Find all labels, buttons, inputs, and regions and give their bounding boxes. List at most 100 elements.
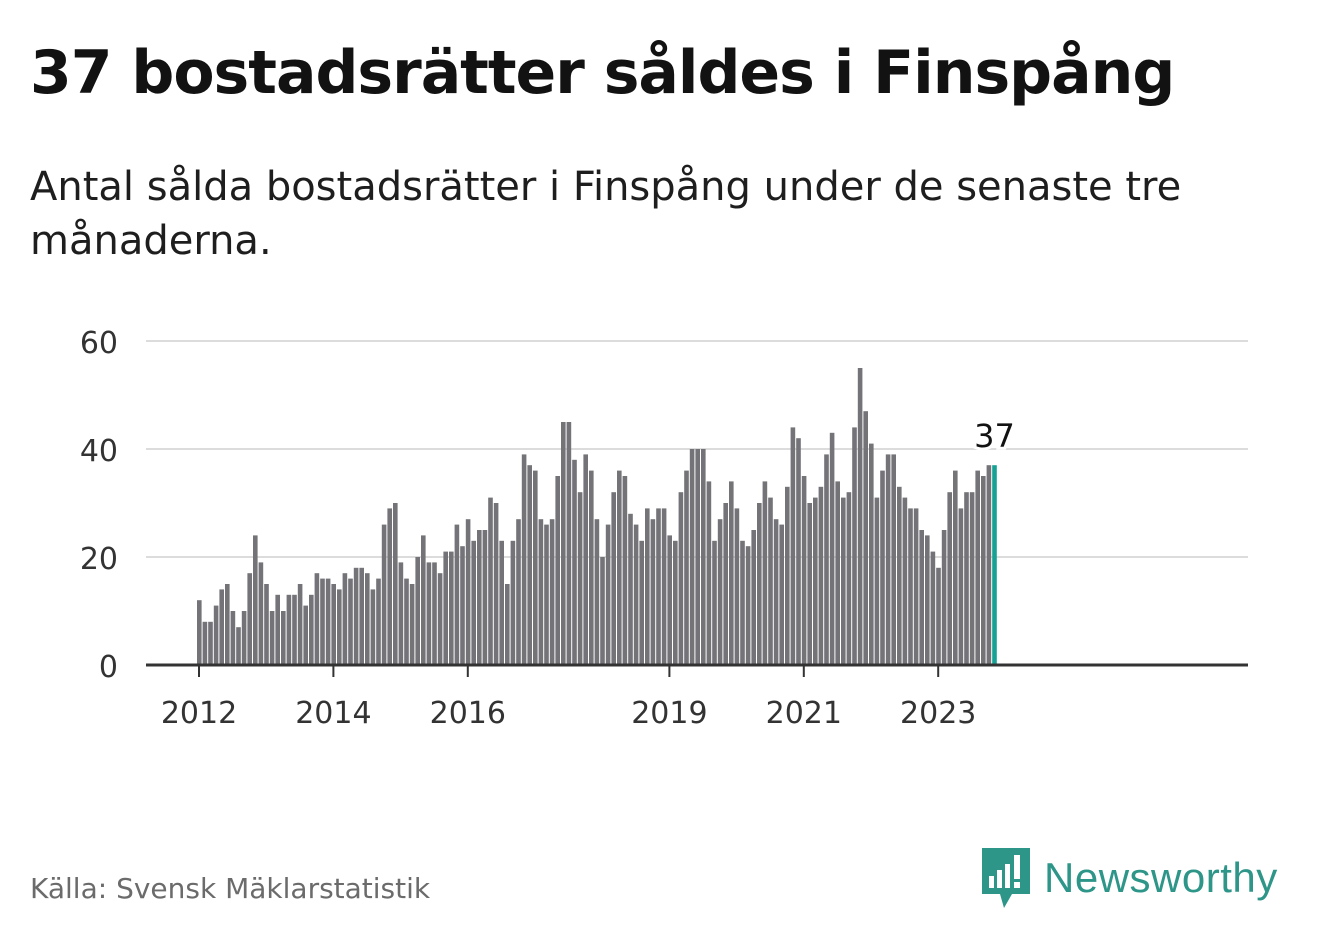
bar bbox=[729, 481, 734, 665]
bar bbox=[891, 454, 896, 665]
bar bbox=[348, 578, 353, 665]
bar bbox=[745, 546, 751, 665]
source-note: Källa: Svensk Mäklarstatistik bbox=[30, 872, 431, 905]
bar bbox=[628, 513, 633, 665]
bar bbox=[331, 584, 336, 665]
bar-chart: 0 20 40 60 2012 2014 2016 2019 2021 2023 37 bbox=[80, 326, 1248, 731]
y-tick-label: 20 bbox=[80, 542, 118, 577]
bar bbox=[673, 540, 678, 665]
bar bbox=[757, 503, 762, 665]
bar bbox=[477, 530, 482, 665]
bar bbox=[824, 454, 829, 665]
bar bbox=[835, 481, 840, 665]
bar bbox=[684, 470, 689, 665]
bar bbox=[337, 589, 342, 665]
bar bbox=[605, 524, 611, 665]
bar bbox=[281, 611, 286, 665]
bar bbox=[941, 530, 947, 665]
bar bbox=[320, 578, 325, 665]
bar bbox=[258, 562, 264, 665]
bar bbox=[465, 519, 471, 665]
x-tick-label: 2023 bbox=[900, 696, 976, 731]
bar bbox=[325, 578, 331, 665]
bar bbox=[309, 594, 314, 665]
bar bbox=[566, 422, 572, 665]
bar bbox=[432, 562, 437, 665]
bar bbox=[779, 524, 784, 665]
bar bbox=[600, 557, 605, 665]
bar bbox=[241, 611, 247, 665]
y-tick-label: 40 bbox=[80, 434, 118, 469]
newsworthy-logo: Newsworthy bbox=[982, 848, 1278, 908]
bar bbox=[689, 449, 695, 665]
bar bbox=[712, 540, 717, 665]
highlight-value-label: 37 bbox=[974, 417, 1015, 455]
y-axis-ticks: 0 20 40 60 bbox=[80, 326, 118, 685]
bar bbox=[275, 594, 280, 665]
bar bbox=[829, 432, 835, 665]
bar bbox=[538, 519, 544, 665]
bar bbox=[622, 476, 628, 665]
newsworthy-logo-text: Newsworthy bbox=[1044, 854, 1278, 901]
bar bbox=[197, 600, 202, 665]
bar bbox=[796, 438, 801, 665]
bar bbox=[499, 540, 504, 665]
bar bbox=[617, 470, 622, 665]
bar bbox=[818, 486, 824, 665]
bar bbox=[869, 443, 874, 665]
bar bbox=[986, 465, 992, 665]
annotations: 37 bbox=[971, 414, 1018, 458]
bar bbox=[650, 519, 656, 665]
bar-highlight bbox=[992, 465, 997, 665]
bar bbox=[409, 584, 415, 665]
bar bbox=[247, 573, 252, 665]
bar bbox=[437, 573, 443, 665]
bar bbox=[236, 627, 241, 665]
bar bbox=[549, 519, 555, 665]
bars bbox=[197, 368, 997, 665]
bar bbox=[852, 427, 857, 665]
bar bbox=[645, 508, 650, 665]
bar bbox=[415, 557, 420, 665]
bar bbox=[633, 524, 639, 665]
bar bbox=[717, 519, 723, 665]
bar bbox=[897, 486, 902, 665]
bar bbox=[303, 605, 308, 665]
bar bbox=[544, 524, 549, 665]
x-axis-ticks: 2012 2014 2016 2019 2021 2023 bbox=[161, 665, 976, 731]
bar bbox=[639, 540, 644, 665]
chart-subtitle: Antal sålda bostadsrätter i Finspång und… bbox=[30, 164, 1182, 264]
bar bbox=[314, 573, 320, 665]
bar bbox=[807, 503, 812, 665]
chart-title: 37 bostadsrätter såldes i Finspång bbox=[30, 38, 1175, 108]
bar bbox=[975, 470, 980, 665]
bar bbox=[381, 524, 387, 665]
bar bbox=[902, 497, 908, 665]
x-tick-label: 2021 bbox=[766, 696, 842, 731]
bar bbox=[353, 567, 359, 665]
bar bbox=[964, 492, 969, 665]
bar bbox=[521, 454, 527, 665]
bar bbox=[387, 508, 392, 665]
bar bbox=[981, 476, 986, 665]
bar bbox=[533, 470, 538, 665]
bar bbox=[482, 530, 488, 665]
bar bbox=[365, 573, 370, 665]
bar bbox=[264, 584, 269, 665]
bar bbox=[572, 459, 577, 665]
bar bbox=[510, 540, 516, 665]
bar bbox=[785, 486, 790, 665]
bar bbox=[561, 422, 566, 665]
bar bbox=[370, 589, 376, 665]
bar bbox=[555, 476, 560, 665]
bar bbox=[460, 546, 465, 665]
bar bbox=[706, 481, 712, 665]
bar bbox=[773, 519, 779, 665]
bar bbox=[488, 497, 493, 665]
bar bbox=[505, 584, 510, 665]
bar bbox=[762, 481, 768, 665]
bar bbox=[936, 567, 941, 665]
bar bbox=[342, 573, 348, 665]
bar bbox=[286, 594, 292, 665]
bar bbox=[454, 524, 460, 665]
